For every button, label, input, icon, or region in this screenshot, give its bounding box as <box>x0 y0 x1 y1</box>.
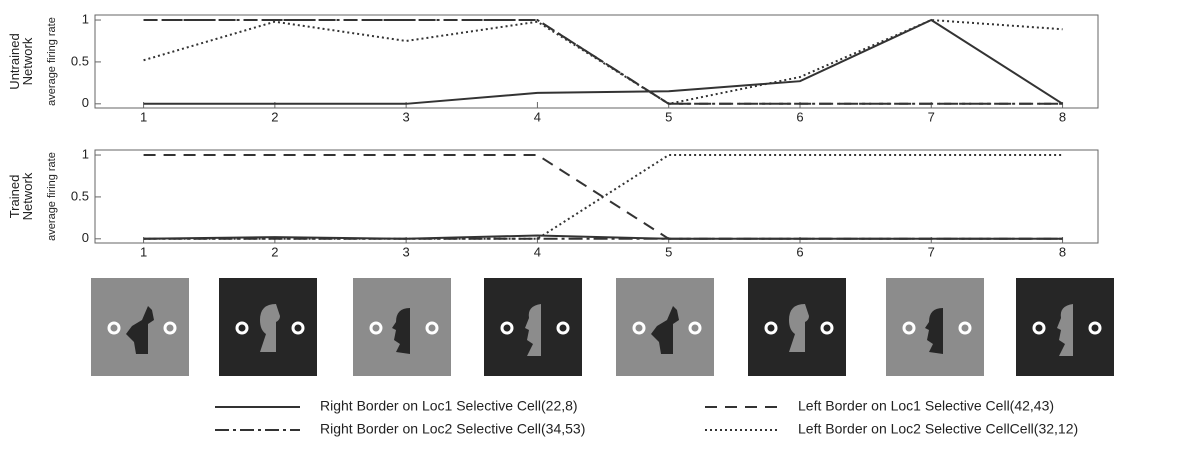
legend-label: Right Border on Loc2 Selective Cell(34,5… <box>320 421 585 437</box>
group-label: TrainedNetwork <box>7 172 35 220</box>
x-tick-label: 3 <box>403 109 410 124</box>
legend-label: Right Border on Loc1 Selective Cell(22,8… <box>320 398 578 414</box>
x-tick-label: 7 <box>928 244 935 259</box>
y-tick-label: 0.5 <box>71 53 89 68</box>
y-tick-label: 0 <box>82 230 89 245</box>
plot-frame <box>95 150 1098 243</box>
y-axis-label: average firing rate <box>46 17 58 106</box>
series-line <box>144 155 1063 239</box>
y-tick-label: 1 <box>82 146 89 161</box>
x-tick-label: 5 <box>665 244 672 259</box>
y-tick-label: 1 <box>82 11 89 26</box>
x-tick-label: 1 <box>140 244 147 259</box>
plot-frame <box>95 15 1098 108</box>
y-axis-label: average firing rate <box>46 152 58 241</box>
figure: UntrainedNetwork average firing rate 0 0.5 1… <box>0 0 1181 444</box>
x-tick-label: 5 <box>665 109 672 124</box>
x-tick-label: 2 <box>271 109 278 124</box>
x-tick-label: 1 <box>140 109 147 124</box>
x-tick-label: 4 <box>534 244 541 259</box>
group-label-line: Network <box>20 37 35 85</box>
x-tick-label: 2 <box>271 244 278 259</box>
x-tick-label: 8 <box>1059 109 1066 124</box>
group-label-line: Network <box>20 172 35 220</box>
x-tick-label: 7 <box>928 109 935 124</box>
x-tick-label: 4 <box>534 109 541 124</box>
y-tick-label: 0.5 <box>71 188 89 203</box>
y-tick-label: 0 <box>82 95 89 110</box>
legend-label: Left Border on Loc2 Selective CellCell(3… <box>798 421 1078 437</box>
x-tick-label: 8 <box>1059 244 1066 259</box>
x-tick-label: 6 <box>796 109 803 124</box>
group-label: UntrainedNetwork <box>7 33 35 89</box>
legend-label: Left Border on Loc1 Selective Cell(42,43… <box>798 398 1054 414</box>
x-tick-label: 6 <box>796 244 803 259</box>
x-tick-label: 3 <box>403 244 410 259</box>
